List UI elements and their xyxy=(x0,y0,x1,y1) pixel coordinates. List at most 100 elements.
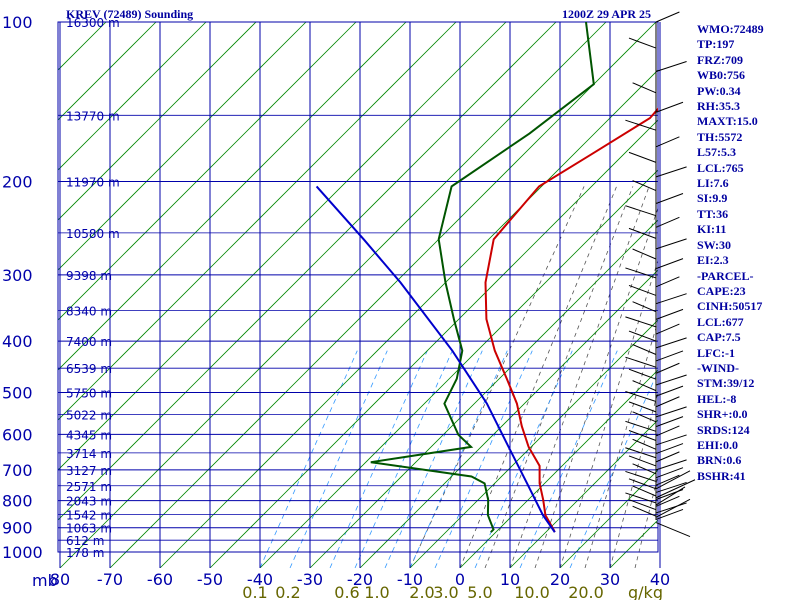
index-entry: CAPE:23 xyxy=(697,283,746,298)
height-label: 612 m xyxy=(66,534,104,548)
index-entry: SHR+:0.0 xyxy=(697,407,748,422)
wind-barb xyxy=(632,505,657,517)
height-label: 8340 m xyxy=(66,304,112,318)
index-entry: STM:39/12 xyxy=(697,376,755,391)
wind-barb xyxy=(655,308,684,320)
mixing-ratio-label: 5.0 xyxy=(467,583,492,600)
height-labels: 16300 m 13770 m 11970 m 10580 m 9398 m 8340 m… xyxy=(66,16,120,560)
wind-barb xyxy=(655,61,687,72)
sounding-traces xyxy=(315,22,658,533)
mixing-ratio-label: 0.1 xyxy=(242,583,267,600)
index-entry: LI:7.6 xyxy=(697,176,729,191)
wind-barb xyxy=(628,499,657,511)
index-entry: KI:11 xyxy=(697,222,727,237)
wind-barb-long xyxy=(655,498,691,518)
isotherm-line xyxy=(58,22,157,121)
parcel-trace xyxy=(315,185,556,533)
mixing-ratio-label: 20.0 xyxy=(568,583,604,600)
isotherm-line xyxy=(58,22,207,171)
temperature-tick-label: 20 xyxy=(550,570,570,589)
index-entry: -PARCEL- xyxy=(697,268,754,283)
isotherm-line xyxy=(409,319,658,568)
wind-barb xyxy=(628,455,657,467)
isotherm-line xyxy=(309,219,658,568)
wind-barb xyxy=(628,151,657,163)
height-label: 178 m xyxy=(66,546,104,560)
pressure-tick-label: 400 xyxy=(2,332,33,351)
wind-barb xyxy=(625,356,657,368)
wind-barb xyxy=(632,248,657,260)
isotherm-line xyxy=(0,22,56,568)
index-entry: EHI:0.0 xyxy=(697,437,739,452)
wind-barb xyxy=(655,459,687,471)
moist-adiabat xyxy=(534,206,658,568)
isotherm-line xyxy=(259,169,658,568)
height-label: 5750 m xyxy=(66,386,112,400)
isotherm-line xyxy=(58,22,257,221)
wind-barb xyxy=(632,344,657,355)
wind-barb xyxy=(625,420,657,432)
temperature-tick-label: -30 xyxy=(297,570,323,589)
wind-barb xyxy=(628,284,657,296)
temperature-tick-label: -60 xyxy=(147,570,173,589)
plot-frame xyxy=(57,21,659,553)
temperature-tick-label: -20 xyxy=(347,570,373,589)
mixing-ratio-line xyxy=(384,350,483,568)
wind-barb xyxy=(655,166,687,178)
height-label: 3127 m xyxy=(66,464,112,478)
wind-barb xyxy=(625,447,657,459)
wind-barb xyxy=(625,492,657,504)
isotherm-line xyxy=(59,22,607,568)
dewpoint-trace xyxy=(370,22,595,533)
wind-barb xyxy=(655,337,687,349)
index-entry: LFC:-1 xyxy=(697,345,735,360)
wind-barb xyxy=(655,258,684,270)
mixing-ratio-label: 0.6 xyxy=(334,583,359,600)
isotherm-line xyxy=(459,369,658,568)
index-entry: TH:5572 xyxy=(697,129,743,144)
wind-barb xyxy=(655,374,687,386)
wind-barb xyxy=(632,380,657,392)
index-entry: -WIND- xyxy=(697,360,739,375)
temperature-tick-label: 0 xyxy=(455,570,465,589)
isotherms xyxy=(0,22,658,568)
isotherm-line xyxy=(109,22,657,568)
wind-barb xyxy=(655,443,684,455)
wind-barb xyxy=(655,323,680,335)
pressure-tick-label: 100 xyxy=(2,13,33,32)
wind-barb xyxy=(625,267,657,279)
height-label: 9398 m xyxy=(66,269,112,283)
height-label: 11970 m xyxy=(66,176,120,190)
wind-barbs xyxy=(625,11,696,538)
wind-barb xyxy=(655,193,684,204)
index-entry: SRDS:124 xyxy=(697,422,750,437)
isotherm-line xyxy=(58,22,507,471)
height-label: 6539 m xyxy=(66,362,112,376)
isotherm-line xyxy=(0,22,6,568)
temperature-tick-label: 80 xyxy=(50,570,70,589)
index-entry: PW:0.34 xyxy=(697,83,741,98)
height-label: 7400 m xyxy=(66,335,112,349)
indices-panel: WMO:72489 TP:197 FRZ:709 WB0:756 PW:0.34 RH:3… xyxy=(697,22,800,484)
wind-barb xyxy=(628,478,657,490)
wind-barb xyxy=(655,238,687,250)
moist-adiabat xyxy=(509,186,650,568)
index-entry: BSHR:41 xyxy=(697,468,746,483)
wind-barb xyxy=(655,216,680,228)
index-entry: L57:5.3 xyxy=(697,145,736,160)
wind-barb xyxy=(628,368,657,380)
index-entry: MAXT:15.0 xyxy=(697,114,758,129)
wind-barb xyxy=(655,396,680,408)
wind-barb xyxy=(655,425,680,437)
temperature-tick-label: 10 xyxy=(500,570,520,589)
isotherm-line xyxy=(359,269,658,568)
wind-barb xyxy=(632,438,657,450)
temperature-tick-label: -50 xyxy=(197,570,223,589)
index-entry: CINH:50517 xyxy=(697,299,763,314)
wind-barb xyxy=(655,11,680,23)
isotherm-line xyxy=(58,22,357,321)
pressure-tick-label: 500 xyxy=(2,383,33,402)
wind-barb-long xyxy=(655,522,691,538)
index-entry: FRZ:709 xyxy=(697,52,743,67)
mixing-ratio-unit: g/kg xyxy=(628,583,663,600)
